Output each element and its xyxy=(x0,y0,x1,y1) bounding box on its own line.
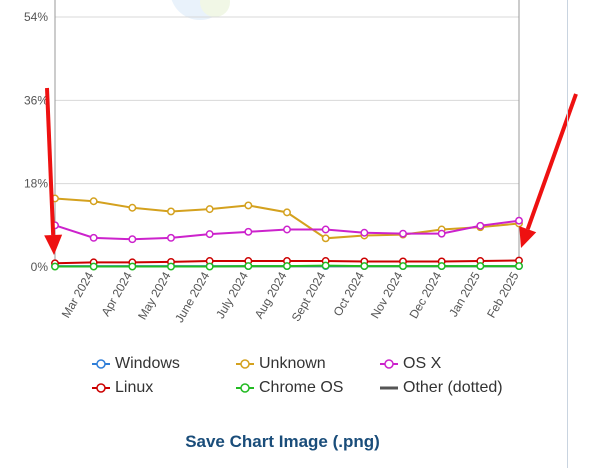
legend-swatch-icon xyxy=(92,359,110,369)
data-point[interactable] xyxy=(89,262,98,271)
x-tick-label: June 2024 xyxy=(172,269,212,325)
data-point[interactable] xyxy=(205,230,214,239)
data-point[interactable] xyxy=(167,207,175,216)
data-point[interactable] xyxy=(476,221,485,230)
data-point[interactable] xyxy=(515,262,523,271)
series-group xyxy=(51,194,523,271)
save-chart-image-button[interactable]: Save Chart Image (.png) xyxy=(185,432,380,451)
data-point[interactable] xyxy=(437,262,446,271)
annotation-arrow xyxy=(44,87,63,255)
x-tick-label: Dec 2024 xyxy=(406,269,444,321)
x-tick-label: July 2024 xyxy=(213,269,251,321)
data-point[interactable] xyxy=(476,262,485,271)
legend-label: Unknown xyxy=(259,355,326,372)
x-tick-label: Oct 2024 xyxy=(330,269,367,318)
x-tick-label: Feb 2025 xyxy=(484,269,522,320)
legend-swatch-icon xyxy=(380,359,398,369)
y-tick-label: 36% xyxy=(24,93,48,107)
legend-swatch-icon xyxy=(236,383,254,393)
data-point[interactable] xyxy=(321,234,330,243)
panel-border xyxy=(567,0,568,468)
x-tick-label: May 2024 xyxy=(135,269,174,322)
data-point[interactable] xyxy=(283,208,291,217)
x-tick-label: Jan 2025 xyxy=(446,269,483,319)
x-tick-label: Nov 2024 xyxy=(368,269,406,321)
legend-label: Windows xyxy=(115,355,180,372)
data-point[interactable] xyxy=(515,216,523,225)
x-tick-label: Apr 2024 xyxy=(98,269,135,318)
legend-label: Chrome OS xyxy=(259,379,344,396)
legend-item-chrome-os[interactable]: Chrome OS xyxy=(236,378,380,398)
arrow-head xyxy=(44,234,63,255)
data-point[interactable] xyxy=(283,262,291,271)
legend-swatch-icon xyxy=(236,359,254,369)
x-tick-label: Aug 2024 xyxy=(252,269,290,321)
series-chrome-os xyxy=(51,261,523,271)
data-point[interactable] xyxy=(399,229,407,238)
legend-item-other-dotted[interactable]: Other (dotted) xyxy=(380,378,530,398)
chart-legend: Windows Unknown OS X Linux Chrome OS Other (d… xyxy=(92,354,532,398)
data-point[interactable] xyxy=(244,201,253,210)
x-tick-label: Mar 2024 xyxy=(59,269,97,320)
data-point[interactable] xyxy=(51,262,59,271)
arrow-shaft xyxy=(525,93,578,230)
legend-label: Linux xyxy=(115,379,154,396)
y-axis-ticks: 0% 18% 36% 54% xyxy=(24,10,48,274)
y-tick-label: 0% xyxy=(31,260,49,274)
data-point[interactable] xyxy=(89,233,98,242)
data-point[interactable] xyxy=(437,229,446,238)
data-point[interactable] xyxy=(128,262,137,271)
data-point[interactable] xyxy=(128,203,137,212)
series-unknown xyxy=(51,194,523,243)
legend-swatch-icon xyxy=(92,383,110,393)
legend-item-windows[interactable]: Windows xyxy=(92,354,236,374)
x-tick-label: Sept 2024 xyxy=(289,269,329,324)
data-point[interactable] xyxy=(321,261,330,270)
data-point[interactable] xyxy=(399,262,407,271)
data-point[interactable] xyxy=(205,262,214,271)
legend-label: OS X xyxy=(403,355,442,372)
legend-swatch-icon xyxy=(380,386,398,390)
legend-label: Other (dotted) xyxy=(403,379,503,396)
y-tick-label: 54% xyxy=(24,10,48,24)
data-point[interactable] xyxy=(321,225,330,234)
data-point[interactable] xyxy=(283,225,291,234)
data-point[interactable] xyxy=(360,228,369,237)
data-point[interactable] xyxy=(205,205,214,214)
arrow-head xyxy=(519,226,537,248)
data-point[interactable] xyxy=(128,235,137,244)
y-tick-label: 18% xyxy=(24,177,48,191)
data-point[interactable] xyxy=(167,262,175,271)
data-point[interactable] xyxy=(89,197,98,206)
data-point[interactable] xyxy=(360,262,369,271)
data-point[interactable] xyxy=(244,262,253,271)
data-point[interactable] xyxy=(167,233,175,242)
watermark-logo xyxy=(171,0,230,20)
series-os-x xyxy=(51,216,523,244)
legend-item-os-x[interactable]: OS X xyxy=(380,354,530,374)
data-point[interactable] xyxy=(244,227,253,236)
legend-item-linux[interactable]: Linux xyxy=(92,378,236,398)
arrow-shaft xyxy=(45,87,56,236)
legend-item-unknown[interactable]: Unknown xyxy=(236,354,380,374)
